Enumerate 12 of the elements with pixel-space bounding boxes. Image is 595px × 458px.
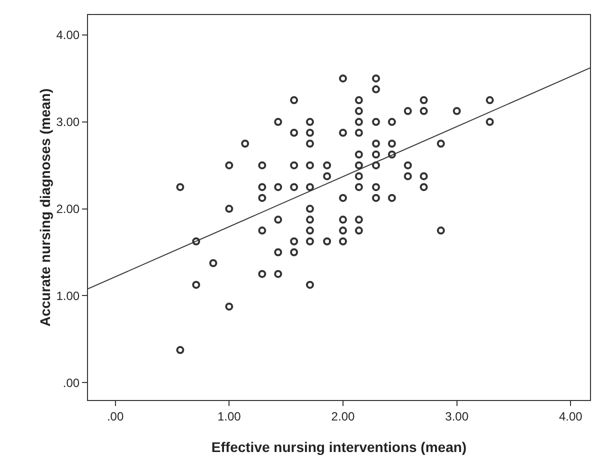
y-tick-label: .00 [62,376,80,390]
y-tick-label: 2.00 [56,202,80,216]
y-tick-label: 4.00 [56,28,80,42]
x-tick-label: 3.00 [445,409,469,424]
x-tick-label: 4.00 [558,409,583,424]
x-tick-label: 1.00 [217,409,242,424]
x-tick-label: .00 [106,409,124,424]
x-tick-label: 2.00 [331,409,355,424]
y-tick-label: 3.00 [56,115,80,130]
x-axis-title: Effective nursing interventions (mean) [211,439,467,455]
y-tick-label: 1.00 [56,288,80,303]
y-axis-title: Accurate nursing diagnoses (mean) [37,88,53,327]
